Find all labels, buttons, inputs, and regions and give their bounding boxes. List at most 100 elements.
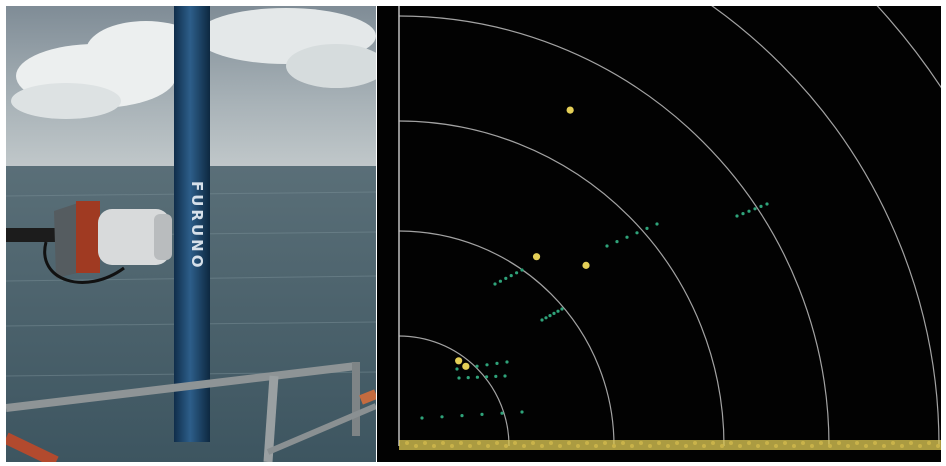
clutter-point (927, 441, 931, 445)
clutter-point (612, 444, 616, 448)
yellow-target (532, 253, 541, 261)
green-target-point (475, 364, 479, 368)
clutter-point (819, 441, 823, 445)
clutter-point (477, 441, 481, 445)
cable (43, 241, 125, 284)
clutter-point (414, 444, 418, 448)
yellow-target (462, 362, 470, 370)
clutter-point (549, 441, 553, 445)
clutter-point (585, 441, 589, 445)
clutter-point (504, 444, 508, 448)
range-ring (398, 230, 615, 447)
clutter-point (675, 441, 679, 445)
green-target-point (475, 375, 479, 379)
green-target-point (493, 282, 497, 286)
clutter-point (693, 441, 697, 445)
pole-brand-text: FURUNO (188, 181, 206, 270)
yellow-target (582, 261, 590, 269)
red-mount (76, 201, 100, 273)
clutter-point (648, 444, 652, 448)
clutter-point (747, 441, 751, 445)
clutter-point (621, 441, 625, 445)
yellow-targets (455, 106, 590, 370)
green-target-point (505, 360, 509, 364)
green-target-point (605, 244, 609, 248)
green-target-point (485, 375, 489, 379)
clutter-point (864, 444, 868, 448)
clutter-point (756, 444, 760, 448)
clutter-point (774, 444, 778, 448)
clutter-point (567, 441, 571, 445)
antenna-pole (174, 6, 210, 442)
clutter-point (873, 441, 877, 445)
clutter-point (900, 444, 904, 448)
radar-sensor (98, 209, 170, 265)
clutter-point (792, 444, 796, 448)
clutter-point (594, 444, 598, 448)
clutter-point (468, 444, 472, 448)
green-target-point (741, 212, 745, 216)
green-target-point (753, 207, 757, 211)
clutter-point (918, 444, 922, 448)
green-target-point (735, 214, 739, 218)
clutter-point (783, 441, 787, 445)
clutter-point (522, 444, 526, 448)
green-target-point (457, 376, 461, 380)
radar-background (377, 6, 941, 462)
green-target-point (520, 410, 524, 414)
green-target-point (625, 235, 629, 239)
clutter-point (486, 444, 490, 448)
yellow-target (455, 357, 463, 365)
clutter-point (495, 441, 499, 445)
sensor-photo: FURUNO (6, 6, 376, 462)
green-target-point (544, 316, 548, 320)
clutter-point (459, 441, 463, 445)
sea-clutter-band (399, 440, 941, 450)
clutter-point (711, 441, 715, 445)
clutter-point (765, 441, 769, 445)
clutter-point (828, 444, 832, 448)
clutter-point (882, 444, 886, 448)
clutter-point (837, 441, 841, 445)
clutter-point (810, 444, 814, 448)
green-target-point (645, 226, 649, 230)
green-target-point (615, 240, 619, 244)
green-target-point (494, 374, 498, 378)
clutter-point (405, 441, 409, 445)
green-target-point (495, 361, 499, 365)
green-target-point (455, 367, 459, 371)
green-target-point (540, 318, 544, 322)
clutter-point (936, 444, 940, 448)
clutter-point (738, 444, 742, 448)
clutter-point (855, 441, 859, 445)
green-target-point (485, 363, 489, 367)
green-target-point (556, 309, 560, 313)
green-target-point (747, 209, 751, 213)
green-target-point (515, 271, 519, 275)
green-target-point (440, 415, 444, 419)
green-target-point (460, 414, 464, 418)
clutter-point (432, 444, 436, 448)
green-target-point (504, 276, 508, 280)
green-target-point (765, 202, 769, 206)
green-target-point (552, 311, 556, 315)
clutter-point (702, 444, 706, 448)
green-target-point (498, 279, 502, 283)
green-target-point (480, 412, 484, 416)
radar-sensor-face (154, 214, 172, 260)
clutter-point (909, 441, 913, 445)
clutter-point (666, 444, 670, 448)
clutter-point (576, 444, 580, 448)
range-rings (398, 6, 941, 447)
yellow-target (566, 106, 574, 114)
range-ring (398, 120, 725, 447)
green-target-point (560, 307, 564, 311)
clutter-point (540, 444, 544, 448)
clutter-point (639, 441, 643, 445)
green-target-point (759, 204, 763, 208)
clutter-point (603, 441, 607, 445)
clutter-point (630, 444, 634, 448)
clutter-point (558, 444, 562, 448)
green-target-point (466, 376, 470, 380)
